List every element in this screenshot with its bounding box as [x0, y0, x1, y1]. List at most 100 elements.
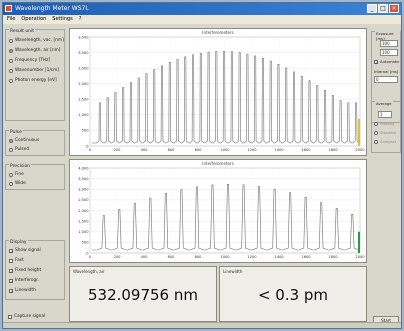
- radio-icon: [9, 78, 13, 83]
- check-capture-signal[interactable]: Capture signal: [8, 314, 45, 319]
- option-photon-energy[interactable]: Photon energy [eV]: [9, 78, 57, 83]
- radio-selected-icon: [9, 138, 13, 143]
- x-tick-label: 2000: [355, 148, 365, 152]
- y-tick-label: 1,000: [78, 113, 89, 117]
- option-frequency[interactable]: Frequency [THz]: [9, 58, 50, 63]
- app-window: Wavelength Meter WS7L _ □ × File Operati…: [2, 2, 402, 329]
- linewidth-value: < 0.3 pm: [257, 286, 329, 304]
- option-wavenumber[interactable]: Wavenumber [1/cm]: [9, 68, 59, 73]
- option-fine[interactable]: Fine: [9, 172, 24, 177]
- y-tick-label: 2,000: [78, 209, 89, 213]
- option-floating[interactable]: Floating: [374, 122, 394, 126]
- x-tick-label: 800: [195, 255, 203, 259]
- x-tick-label: 400: [141, 148, 149, 152]
- x-tick-label: 1400: [274, 255, 284, 259]
- x-tick-label: 0: [89, 148, 92, 152]
- x-tick-label: 1600: [301, 255, 311, 259]
- y-tick-label: 3,000: [78, 188, 89, 192]
- y-tick-label: 1,000: [78, 230, 89, 234]
- radio-icon: [374, 131, 378, 135]
- display-group: Display ✓ Show signal Fast ✓ Fixed height …: [5, 240, 65, 300]
- maximize-button[interactable]: □: [378, 4, 388, 13]
- checkbox-checked-icon: ✓: [9, 278, 14, 284]
- x-tick-label: 600: [168, 255, 176, 259]
- y-tick-label: 4,000: [78, 166, 89, 170]
- check-interferogram[interactable]: ✓ Interferogr.: [9, 278, 40, 284]
- option-wavelength-air[interactable]: Wavelength, air [nm]: [9, 48, 60, 53]
- radio-icon: [9, 147, 13, 152]
- x-tick-label: 200: [114, 148, 122, 152]
- display-title: Display: [9, 240, 28, 245]
- y-tick-label: 500: [82, 241, 90, 245]
- linewidth-readout: Linewidth < 0.3 pm: [219, 266, 367, 322]
- minimize-button[interactable]: _: [367, 4, 377, 13]
- result-unit-group: Result unit Wavelength, vac. [nm] Wavele…: [5, 29, 65, 121]
- status-bar: [3, 322, 401, 328]
- level-bar: [358, 231, 360, 253]
- option-standard[interactable]: Standard: [374, 131, 396, 135]
- window-title: Wavelength Meter WS7L: [15, 5, 89, 12]
- x-tick-label: 1400: [274, 148, 284, 152]
- option-wide[interactable]: Wide: [9, 181, 26, 186]
- average-field[interactable]: 1: [378, 111, 392, 118]
- interferogram-plot-2: Interferometers 4,000 3,500 3,000 2,500 2,00…: [69, 159, 367, 263]
- menu-bar: File Operation Settings ?: [3, 15, 401, 24]
- menu-operation[interactable]: Operation: [21, 16, 47, 22]
- y-tick-label: 3,000: [78, 51, 89, 55]
- interval-field[interactable]: 0: [374, 76, 398, 83]
- radio-selected-icon: [9, 48, 13, 53]
- check-fast[interactable]: Fast: [9, 258, 24, 263]
- plot1-title: Interferometers: [202, 30, 234, 35]
- x-tick-label: 2000: [355, 255, 365, 259]
- check-linewidth[interactable]: ✓ Linewidth: [9, 288, 36, 294]
- y-tick-label: 0: [86, 251, 89, 255]
- level-bar: [358, 118, 360, 146]
- y-tick-label: 2,500: [78, 66, 89, 70]
- plot2-canvas: 4,000 3,500 3,000 2,500 2,000 1,500 1,000 500 00…: [78, 166, 365, 259]
- check-show-signal[interactable]: ✓ Show signal: [9, 248, 41, 254]
- menu-file[interactable]: File: [7, 16, 16, 22]
- y-tick-label: 3,500: [78, 35, 89, 39]
- checkbox-checked-icon: ✓: [9, 288, 14, 294]
- radio-icon: [374, 140, 378, 144]
- y-tick-label: 2,000: [78, 82, 89, 86]
- menu-settings[interactable]: Settings: [52, 16, 73, 22]
- option-compact[interactable]: Compact: [374, 140, 396, 144]
- menu-help[interactable]: ?: [78, 16, 82, 22]
- y-tick-label: 3,500: [78, 177, 89, 181]
- y-tick-label: 2,500: [78, 198, 89, 202]
- check-fixed-height[interactable]: ✓ Fixed height: [9, 268, 42, 274]
- pulse-title: Pulse: [9, 130, 23, 135]
- x-tick-label: 1000: [220, 255, 230, 259]
- plot2-title: Interferometers: [202, 161, 234, 166]
- option-continuous[interactable]: Continuous: [9, 138, 39, 143]
- x-tick-label: 800: [195, 148, 203, 152]
- close-button[interactable]: ×: [389, 4, 399, 13]
- x-tick-label: 1000: [220, 148, 230, 152]
- linewidth-label: Linewidth: [223, 269, 243, 274]
- title-bar: Wavelength Meter WS7L _ □ ×: [3, 3, 401, 15]
- y-tick-label: 1,500: [78, 98, 89, 102]
- radio-icon: [9, 38, 13, 43]
- check-automatic[interactable]: ✓ Automatic: [374, 59, 400, 65]
- exposure-title: Exposure [ms]: [375, 31, 400, 41]
- result-unit-title: Result unit: [9, 29, 36, 34]
- interval-label: Interval [ms]: [374, 69, 399, 74]
- exposure-group: Exposure [ms] 300 100 ✓ Automatic Interva…: [371, 31, 401, 123]
- wavelength-label: Wavelength, air: [73, 269, 105, 274]
- checkbox-checked-icon: ✓: [9, 268, 14, 274]
- exposure-field-2[interactable]: 100: [380, 49, 398, 56]
- x-tick-label: 1800: [328, 148, 338, 152]
- interferogram-trace: [92, 183, 360, 251]
- exposure-field-1[interactable]: 300: [380, 40, 398, 47]
- x-tick-label: 1600: [301, 148, 311, 152]
- precision-title: Precision: [9, 164, 32, 169]
- radio-icon: [9, 181, 13, 186]
- option-wavelength-vac[interactable]: Wavelength, vac. [nm]: [9, 38, 64, 43]
- app-icon: [5, 5, 12, 12]
- interferogram-plot-1: Interferometers 3,500 3,000 2,500 2,000 1,50…: [69, 28, 367, 156]
- option-pulsed[interactable]: Pulsed: [9, 147, 29, 152]
- checkbox-checked-icon: ✓: [9, 248, 14, 254]
- radio-icon: [9, 68, 13, 73]
- x-tick-label: 1200: [247, 255, 257, 259]
